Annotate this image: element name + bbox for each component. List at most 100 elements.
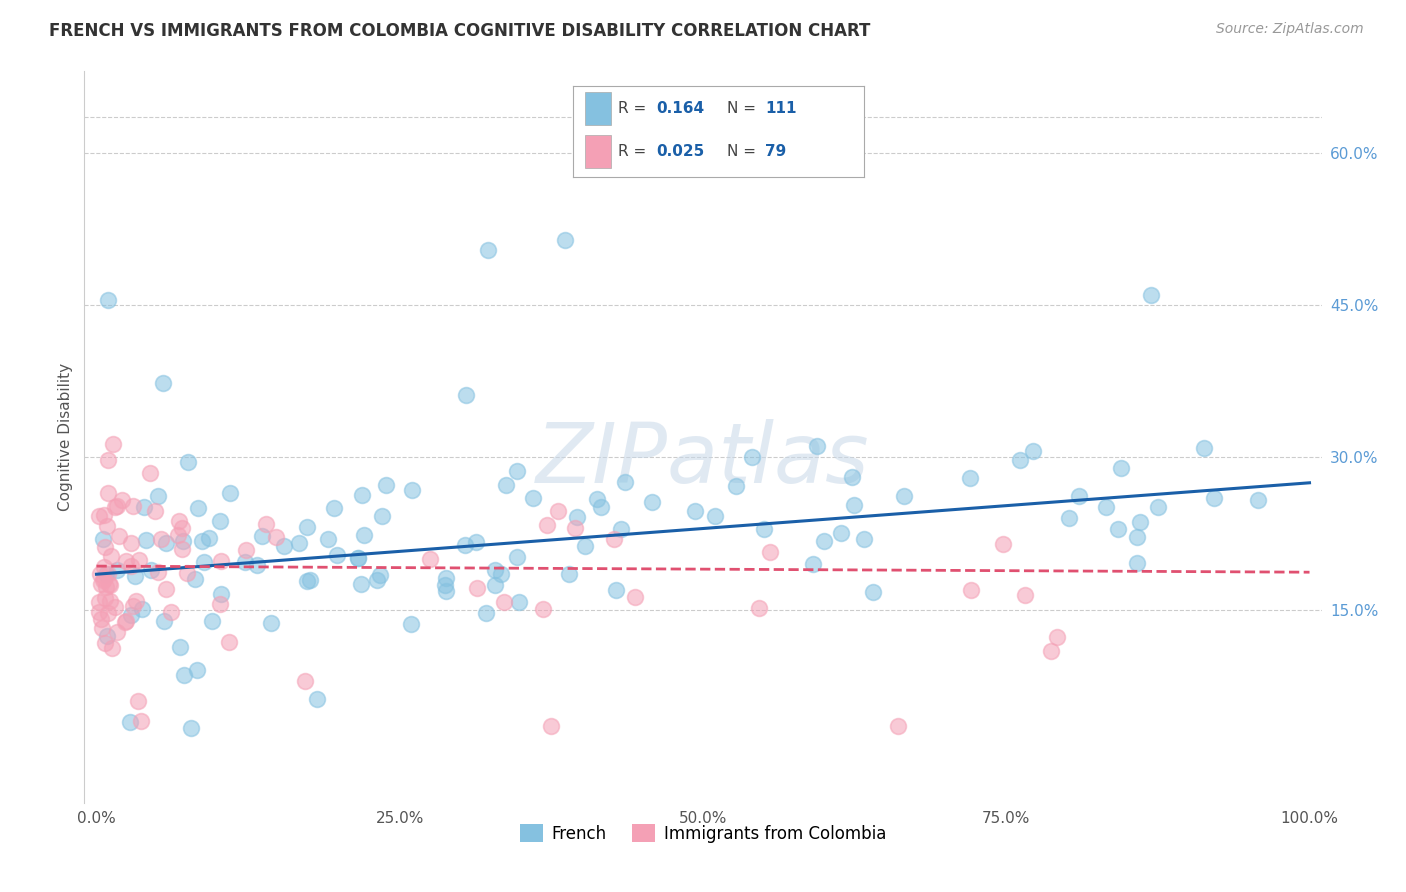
Point [454, 538, 477, 552]
Point [173, 667, 195, 681]
Point [120, 608, 142, 623]
Point [122, 599, 145, 614]
Point [87, 508, 110, 523]
Point [893, 489, 915, 503]
Point [209, 515, 232, 529]
Point [180, 721, 202, 735]
Point [434, 584, 457, 599]
Point [115, 615, 138, 629]
Point [104, 500, 127, 514]
Point [198, 532, 221, 546]
Point [219, 486, 242, 500]
Point [1046, 630, 1069, 644]
Point [209, 587, 232, 601]
Text: Source: ZipAtlas.com: Source: ZipAtlas.com [1216, 22, 1364, 37]
Point [574, 539, 596, 553]
Point [132, 500, 155, 515]
Point [166, 527, 188, 541]
Point [1014, 588, 1036, 602]
Point [139, 466, 162, 480]
Point [177, 454, 200, 468]
Point [752, 522, 775, 536]
Point [131, 602, 153, 616]
Point [1247, 493, 1270, 508]
Point [114, 615, 136, 629]
Point [1008, 453, 1031, 467]
Point [127, 694, 149, 708]
Point [371, 509, 394, 524]
Point [131, 714, 153, 728]
Point [495, 478, 517, 492]
Point [250, 529, 273, 543]
Point [540, 719, 562, 733]
Point [352, 488, 374, 502]
Point [853, 533, 876, 547]
Point [419, 552, 441, 566]
Point [209, 597, 232, 611]
Point [218, 635, 240, 649]
Point [256, 517, 278, 532]
Point [90, 612, 112, 626]
Point [704, 508, 727, 523]
Point [991, 537, 1014, 551]
Point [1107, 522, 1129, 536]
Point [1040, 643, 1063, 657]
Point [118, 714, 141, 729]
Point [366, 573, 388, 587]
Point [813, 533, 835, 548]
Point [586, 491, 609, 506]
Point [346, 550, 368, 565]
Point [603, 533, 626, 547]
Point [506, 550, 529, 565]
Point [1139, 288, 1161, 302]
Point [842, 498, 865, 512]
Point [93, 572, 115, 586]
Point [305, 692, 328, 706]
Point [264, 529, 287, 543]
Point [111, 493, 134, 508]
Point [375, 478, 398, 492]
Point [108, 529, 131, 543]
Point [350, 577, 373, 591]
Text: FRENCH VS IMMIGRANTS FROM COLOMBIA COGNITIVE DISABILITY CORRELATION CHART: FRENCH VS IMMIGRANTS FROM COLOMBIA COGNI… [49, 22, 870, 40]
Point [401, 483, 423, 497]
Point [531, 601, 554, 615]
Point [347, 551, 370, 566]
Point [614, 475, 637, 490]
Point [155, 536, 177, 550]
Point [125, 594, 148, 608]
Point [467, 582, 489, 596]
Point [484, 563, 506, 577]
Point [167, 514, 190, 528]
Point [1192, 442, 1215, 456]
Point [353, 528, 375, 542]
Point [1059, 511, 1081, 525]
Point [246, 558, 269, 572]
Point [91, 622, 114, 636]
Point [536, 517, 558, 532]
Point [554, 233, 576, 247]
Point [193, 555, 215, 569]
Point [120, 535, 142, 549]
Point [589, 500, 612, 514]
Point [295, 520, 318, 534]
Point [101, 437, 124, 451]
Point [114, 554, 136, 568]
Point [465, 534, 488, 549]
Point [318, 532, 340, 546]
Point [89, 566, 111, 581]
Point [100, 641, 122, 656]
Point [141, 563, 163, 577]
Point [724, 478, 747, 492]
Point [153, 614, 176, 628]
Point [801, 557, 824, 571]
Point [484, 578, 506, 592]
Text: ZIPatlas: ZIPatlas [536, 418, 870, 500]
Point [508, 594, 530, 608]
Point [122, 500, 145, 514]
Point [233, 555, 256, 569]
Point [522, 491, 544, 505]
Point [152, 376, 174, 390]
Point [491, 567, 513, 582]
Point [201, 614, 224, 628]
